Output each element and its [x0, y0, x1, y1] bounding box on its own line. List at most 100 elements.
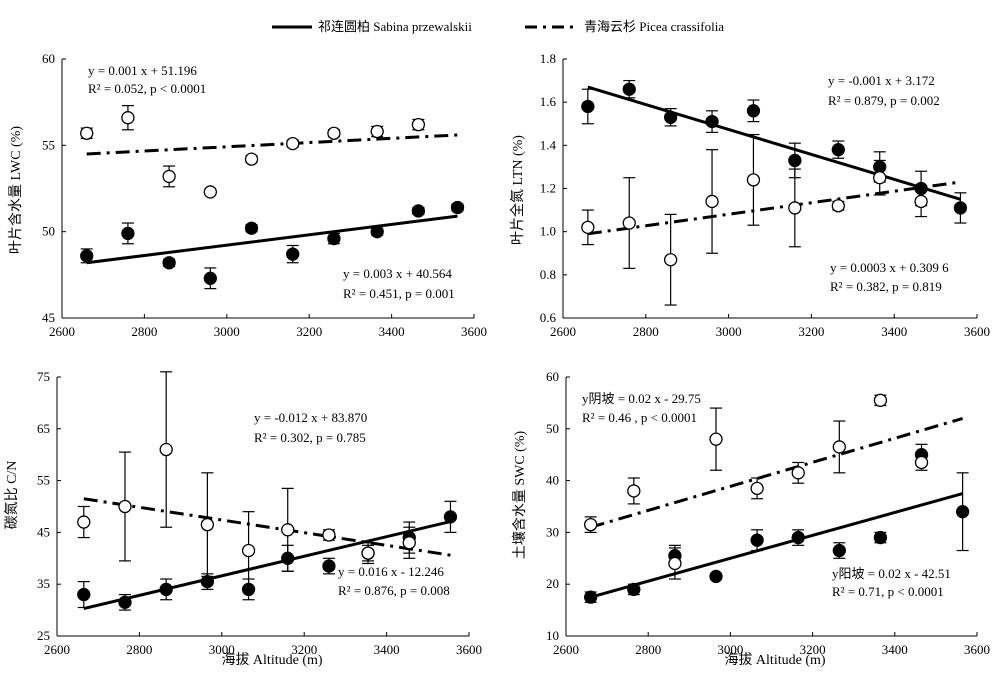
panel-swc-xlabel: 海拔 Altitude (m)	[724, 652, 825, 668]
y-tick-label: 1.8	[540, 51, 556, 66]
panel-ltn-ylabel: 叶片全氮 LTN (%)	[509, 135, 526, 245]
panel-ltn-axes: 0.6 0.8 1.0 1.2 1.4 1.6 1.8 2600 2800 3000 3200 340…	[540, 51, 990, 339]
data-point-sabina	[788, 153, 802, 168]
panel-swc-ylabel: 土壤含水量 SWC (%)	[511, 431, 528, 560]
panel-cn-marks	[77, 371, 458, 611]
panel-cn-annotation-2-stat: R² = 0.876, p = 0.008	[338, 583, 450, 598]
data-point-sabina	[705, 114, 719, 129]
y-tick-label: 55	[42, 137, 55, 152]
data-point-sabina	[203, 271, 217, 285]
data-point-sabina	[443, 510, 458, 524]
panel-swc-annotation-2-eq: y阳坡 = 0.02 x - 42.51	[832, 566, 951, 581]
x-tick-label: 2600	[49, 324, 75, 339]
data-point-sabina	[955, 505, 970, 519]
y-tick-label: 60	[546, 369, 559, 384]
y-tick-label: 65	[37, 421, 50, 436]
data-point-picea	[873, 171, 887, 185]
x-tick-label: 2600	[44, 642, 70, 657]
data-point-picea	[668, 556, 682, 571]
y-tick-label: 0.8	[540, 267, 556, 282]
data-point-sabina	[581, 99, 595, 114]
data-point-sabina	[832, 543, 846, 558]
y-tick-label: 20	[546, 576, 559, 591]
legend: 祁连圆柏 Sabina przewalskii 青海云杉 Picea crass…	[272, 19, 724, 34]
x-tick-label: 3400	[374, 642, 400, 657]
panel-ltn-marks	[581, 79, 968, 306]
y-tick-label: 60	[42, 51, 55, 66]
x-tick-label: 3000	[214, 324, 240, 339]
data-point-sabina	[370, 225, 384, 239]
panel-cn: 25 35 45 55 65 75 2600 2800 3000 3200 3400 3600 碳氮比…	[4, 369, 482, 668]
panel-cn-annotation-1-stat: R² = 0.302, p = 0.785	[254, 430, 366, 445]
panel-ltn-annotation-1-stat: R² = 0.879, p = 0.002	[828, 93, 940, 108]
data-point-picea	[622, 216, 636, 230]
data-point-picea	[77, 515, 91, 529]
x-tick-label: 2800	[635, 642, 661, 657]
y-tick-label: 10	[546, 628, 559, 643]
data-point-sabina	[627, 582, 641, 597]
data-point-picea	[80, 126, 94, 140]
panel-cn-axes: 25 35 45 55 65 75 2600 2800 3000 3200 3400 3600	[37, 369, 482, 657]
panel-lwc-marks	[80, 105, 465, 290]
data-point-picea	[361, 546, 375, 560]
x-tick-label: 3200	[798, 324, 824, 339]
panel-swc-annotation-2-stat: R² = 0.71, p < 0.0001	[832, 584, 944, 599]
data-point-picea	[159, 442, 173, 457]
panel-cn-annotation-2-eq: y = 0.016 x - 12.246	[338, 564, 444, 579]
panel-swc: 10 20 30 40 50 60 2600 2800 3000 3200 3400 3600 土壤含…	[511, 369, 990, 668]
y-tick-label: 25	[37, 628, 50, 643]
y-tick-label: 1.4	[540, 137, 557, 152]
trend-line-picea	[590, 417, 964, 529]
data-point-picea	[281, 523, 295, 537]
data-point-picea	[402, 536, 416, 550]
trend-line-sabina	[587, 85, 961, 201]
y-tick-label: 35	[37, 576, 50, 591]
data-point-sabina	[622, 82, 636, 96]
y-tick-label: 75	[37, 369, 50, 384]
panel-ltn-annotation-2-stat: R² = 0.382, p = 0.819	[830, 279, 942, 294]
data-point-picea	[241, 543, 256, 558]
data-point-sabina	[286, 247, 300, 261]
data-point-picea	[791, 466, 805, 480]
data-point-sabina	[791, 530, 805, 545]
panel-ltn: 0.6 0.8 1.0 1.2 1.4 1.6 1.8 2600 2800 3000 3200 340…	[509, 51, 990, 339]
y-tick-label: 1.6	[540, 94, 557, 109]
data-point-sabina	[322, 559, 336, 573]
data-point-picea	[663, 253, 678, 267]
data-point-picea	[322, 528, 336, 542]
x-tick-label: 3200	[296, 324, 322, 339]
data-point-sabina	[118, 595, 132, 609]
x-tick-label: 3000	[209, 642, 235, 657]
y-tick-label: 55	[37, 473, 50, 488]
panel-lwc-annotation-1-eq: y = 0.001 x + 51.196	[88, 63, 197, 78]
data-point-sabina	[953, 201, 968, 215]
data-point-sabina	[750, 533, 764, 547]
data-point-picea	[914, 455, 929, 470]
data-point-picea	[118, 499, 132, 514]
y-tick-label: 30	[546, 524, 559, 539]
data-point-picea	[370, 124, 384, 139]
data-point-sabina	[411, 204, 426, 218]
y-tick-label: 40	[546, 473, 559, 488]
data-point-picea	[203, 185, 217, 199]
data-point-picea	[709, 432, 723, 446]
data-point-picea	[705, 194, 719, 209]
data-point-sabina	[200, 574, 215, 589]
legend-label-sabina: 祁连圆柏 Sabina przewalskii	[318, 19, 472, 34]
data-point-sabina	[709, 569, 723, 584]
x-tick-label: 2600	[550, 324, 576, 339]
y-tick-label: 1.0	[540, 224, 556, 239]
trend-line-sabina	[86, 214, 458, 265]
panel-swc-marks	[584, 393, 970, 604]
panel-lwc-annotation-1-stat: R² = 0.052, p < 0.0001	[88, 81, 206, 96]
data-point-sabina	[80, 249, 94, 263]
data-point-picea	[832, 440, 846, 454]
x-tick-label: 2600	[553, 642, 579, 657]
x-tick-label: 3400	[379, 324, 405, 339]
panel-swc-annotation-1-eq: y阴坡 = 0.02 x - 29.75	[582, 391, 701, 406]
x-tick-label: 3200	[800, 642, 826, 657]
x-tick-label: 3600	[461, 324, 487, 339]
data-point-sabina	[77, 587, 91, 602]
trend-line-sabina	[83, 520, 451, 611]
x-tick-label: 2800	[131, 324, 157, 339]
